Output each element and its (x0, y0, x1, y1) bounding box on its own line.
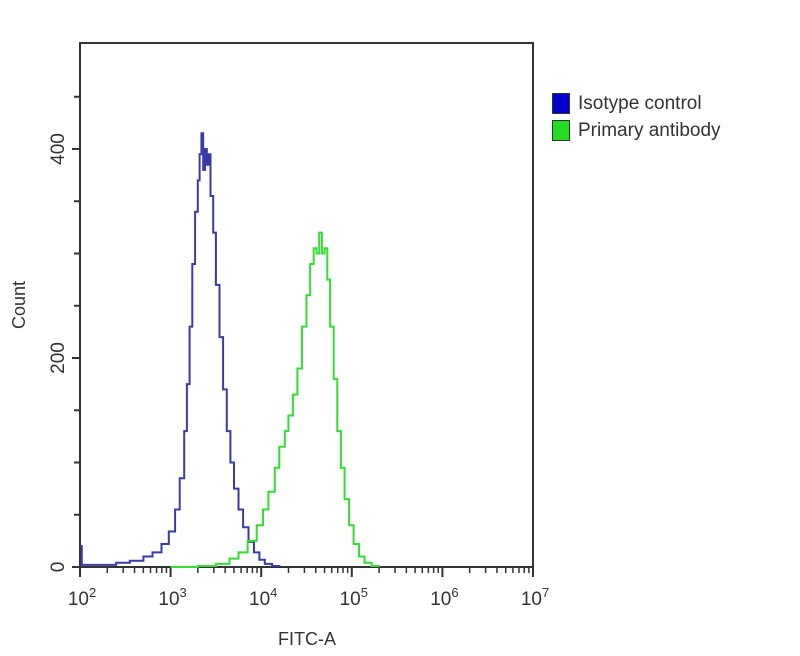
legend-item-primary-antibody: Primary antibody (552, 117, 721, 144)
y-tick-label: 400 (48, 133, 69, 165)
x-tick-label: 106 (430, 585, 458, 610)
y-tick-label: 200 (48, 342, 69, 374)
y-tick-label: 0 (48, 562, 69, 573)
primary-antibody-curve (170, 231, 380, 568)
x-tick-label: 105 (340, 585, 368, 610)
x-tick-label: 103 (158, 585, 186, 610)
legend-label: Primary antibody (578, 119, 721, 141)
histogram-series (80, 132, 380, 568)
y-axis-ticks: 0 200 400 (48, 95, 80, 573)
legend: Isotype control Primary antibody (552, 90, 721, 144)
isotype-control-curve (80, 132, 281, 567)
x-axis-title: FITC-A (278, 629, 336, 649)
legend-swatch-blue (552, 93, 570, 114)
y-axis-title: Count (9, 281, 29, 329)
x-axis-ticks: 102 103 104 105 106 107 (68, 567, 549, 610)
legend-swatch-green (552, 120, 570, 141)
legend-item-isotype-control: Isotype control (552, 90, 721, 117)
x-tick-label: 102 (68, 585, 96, 610)
x-tick-label: 104 (249, 585, 277, 610)
x-tick-label: 107 (521, 585, 549, 610)
legend-label: Isotype control (578, 92, 702, 114)
